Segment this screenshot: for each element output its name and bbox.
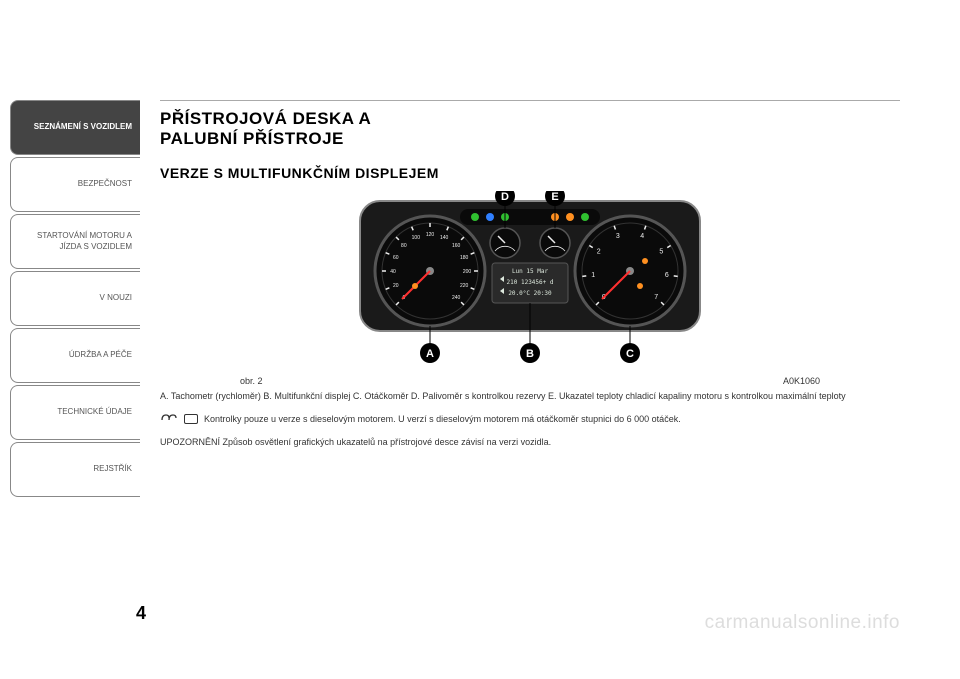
display-line-1: Lun 15 Mar (512, 268, 549, 275)
sidebar-tab-technicke[interactable]: TECHNICKÉ ÚDAJE (10, 385, 140, 440)
callout-e: E (551, 191, 558, 203)
sidebar: SEZNÁMENÍ S VOZIDLEM BEZPEČNOST STARTOVÁ… (0, 0, 140, 679)
svg-text:40: 40 (390, 269, 396, 275)
page-container: SEZNÁMENÍ S VOZIDLEM BEZPEČNOST STARTOVÁ… (0, 0, 960, 679)
svg-text:1: 1 (591, 272, 595, 279)
svg-text:4: 4 (640, 233, 644, 240)
svg-text:80: 80 (401, 243, 407, 249)
callout-b: B (526, 348, 534, 360)
sidebar-tab-udrzba[interactable]: ÚDRŽBA A PÉČE (10, 328, 140, 383)
watermark: carmanualsonline.info (705, 612, 900, 634)
callout-d: D (501, 191, 509, 203)
main-content: PŘÍSTROJOVÁ DESKA A PALUBNÍ PŘÍSTROJE VE… (140, 0, 960, 679)
svg-text:3: 3 (616, 233, 620, 240)
page-subtitle: VERZE S MULTIFUNKČNÍM DISPLEJEM (160, 165, 900, 181)
svg-text:100: 100 (412, 235, 421, 241)
sidebar-tab-bezpecnost[interactable]: BEZPEČNOST (10, 157, 140, 212)
page-title: PŘÍSTROJOVÁ DESKA A PALUBNÍ PŘÍSTROJE (160, 109, 900, 150)
sidebar-tab-nouze[interactable]: V NOUZI (10, 271, 140, 326)
svg-text:240: 240 (452, 295, 461, 301)
display-line-3: 20.0°C 20:30 (508, 290, 552, 297)
figure-code: A0K1060 (783, 376, 820, 386)
svg-text:120: 120 (426, 232, 435, 238)
svg-text:2: 2 (597, 248, 601, 255)
svg-text:160: 160 (452, 243, 461, 249)
display-line-2: 210 123456+ d (507, 279, 554, 286)
sidebar-tab-startovani[interactable]: STARTOVÁNÍ MOTORU A JÍZDA S VOZIDLEM (10, 214, 140, 269)
header-rule (160, 100, 900, 101)
svg-text:180: 180 (460, 255, 469, 261)
svg-text:5: 5 (659, 248, 663, 255)
figure-container: 020406080100120140160180200220240 012345… (160, 191, 900, 371)
sidebar-tab-rejstrik[interactable]: REJSTŘÍK (10, 442, 140, 497)
diesel-note-text: Kontrolky pouze u verze s dieselovým mot… (204, 414, 681, 424)
svg-text:7: 7 (654, 294, 658, 301)
water-in-fuel-icon (184, 414, 198, 424)
svg-text:20: 20 (393, 283, 399, 289)
title-line-2: PALUBNÍ PŘÍSTROJE (160, 129, 344, 148)
figure-label: obr. 2 (240, 376, 263, 386)
callout-c: C (626, 348, 634, 360)
figure-description: A. Tachometr (rychloměr) B. Multifunkční… (160, 390, 900, 403)
page-number: 4 (136, 603, 146, 624)
svg-text:220: 220 (460, 283, 469, 289)
svg-text:6: 6 (665, 272, 669, 279)
dashboard-figure: 020406080100120140160180200220240 012345… (340, 191, 720, 371)
diesel-note-row: Kontrolky pouze u verze s dieselovým mot… (160, 412, 900, 426)
figure-caption-row: obr. 2 A0K1060 (240, 376, 820, 386)
sidebar-tab-seznameni[interactable]: SEZNÁMENÍ S VOZIDLEM (10, 100, 140, 155)
svg-text:200: 200 (463, 269, 472, 275)
glow-plug-icon (160, 412, 178, 426)
warning-text: UPOZORNĚNÍ Způsob osvětlení grafických u… (160, 436, 900, 449)
title-line-1: PŘÍSTROJOVÁ DESKA A (160, 109, 371, 128)
svg-text:140: 140 (440, 235, 449, 241)
svg-text:60: 60 (393, 255, 399, 261)
callout-a: A (426, 348, 434, 360)
